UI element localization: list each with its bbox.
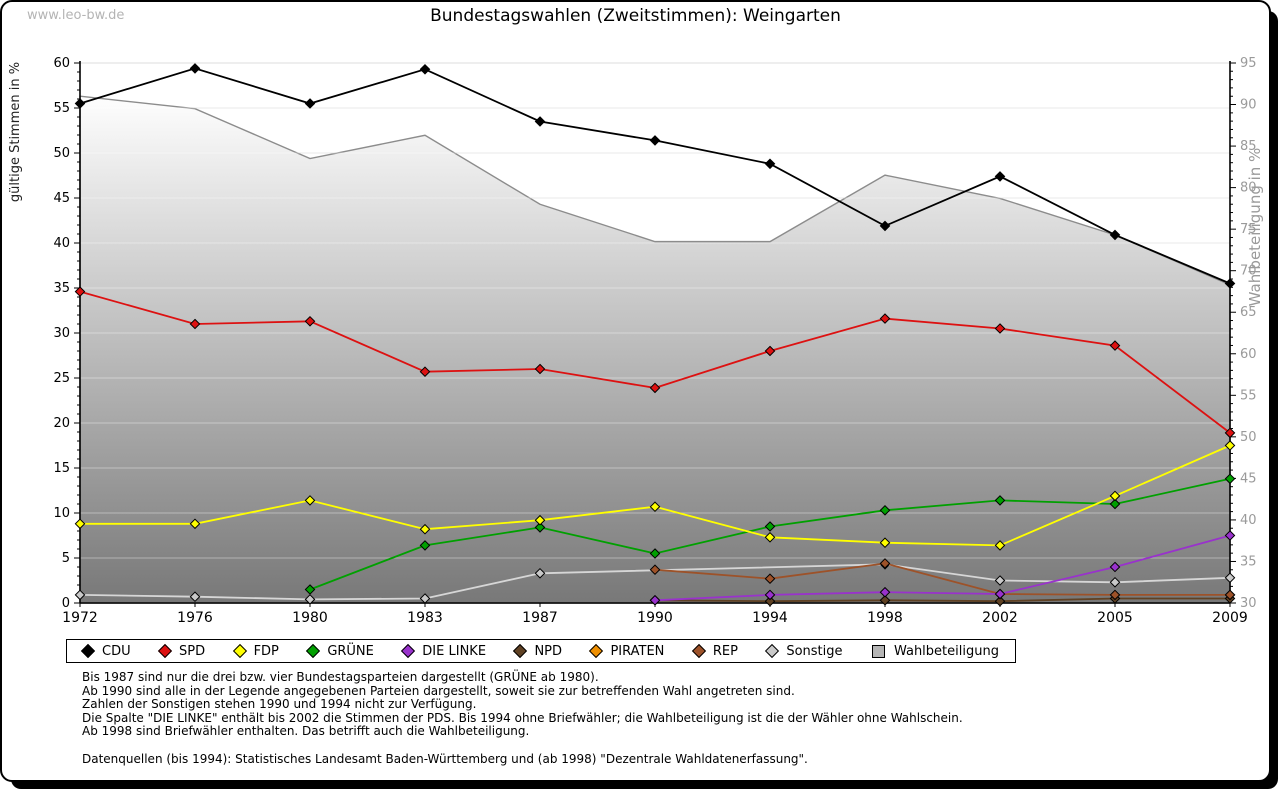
footnote-line: Bis 1987 sind nur die drei bzw. vier Bun… [82,670,599,684]
series-die-linke [649,530,1236,606]
square-marker-icon [871,644,885,658]
legend-item-cdu: CDU [80,643,131,659]
footnote-line: Die Spalte "DIE LINKE" enthält bis 2002 … [82,710,963,725]
legend-item-sonstige: Sonstige [765,643,843,659]
legend-item-grüne: GRÜNE [306,643,374,659]
series-cdu [74,63,1236,289]
series-wahlbeteiligung-area [79,95,1231,604]
diamond-marker-icon [232,643,247,659]
svg-text:55: 55 [1240,388,1257,403]
svg-text:55: 55 [53,101,70,116]
svg-text:95: 95 [1240,56,1257,71]
legend-label: Wahlbeteiligung [893,643,999,659]
page-title: Bundestagswahlen (Zweitstimmen): Weingar… [430,6,841,26]
svg-text:10: 10 [53,506,70,521]
legend-label: PIRATEN [610,643,665,659]
svg-text:45: 45 [53,191,70,206]
svg-text:2005: 2005 [1097,610,1133,626]
svg-text:5: 5 [62,551,70,566]
footnote-line: Zahlen der Sonstigen stehen 1990 und 199… [82,697,477,712]
legend-label: DIE LINKE [422,643,487,659]
legend-item-piraten: PIRATEN [589,643,665,659]
svg-text:40: 40 [1240,513,1257,528]
footnote-line: Ab 1990 sind alle in der Legende angegeb… [82,683,795,698]
watermark: www.leo-bw.de [27,8,125,23]
legend-item-fdp: FDP [232,643,279,659]
legend-label: NPD [534,643,563,659]
svg-text:1983: 1983 [407,610,443,626]
footnote-line: Datenquellen (bis 1994): Statistisches L… [82,751,808,766]
svg-text:2002: 2002 [982,610,1018,626]
footnotes: Bis 1987 sind nur die drei bzw. vier Bun… [82,670,963,766]
series-grüne [304,473,1236,595]
legend-item-spd: SPD [157,643,206,659]
svg-text:70: 70 [1240,264,1257,279]
svg-text:15: 15 [53,461,70,476]
legend-label: FDP [253,643,279,659]
svg-text:1976: 1976 [177,610,213,626]
svg-text:40: 40 [53,236,70,251]
legend-item-rep: REP [691,643,738,659]
svg-text:50: 50 [53,146,70,161]
diamond-marker-icon [401,643,416,659]
svg-text:35: 35 [1240,554,1257,569]
svg-text:30: 30 [53,326,70,341]
svg-text:35: 35 [53,281,70,296]
legend-label: SPD [179,643,206,659]
diamond-marker-icon [157,643,173,659]
svg-text:85: 85 [1240,139,1257,154]
svg-text:80: 80 [1240,181,1257,196]
svg-text:25: 25 [53,371,70,386]
legend-label: CDU [102,643,131,659]
svg-text:1987: 1987 [522,610,558,626]
svg-text:65: 65 [1240,305,1257,320]
legend-label: Sonstige [786,643,843,659]
diamond-marker-icon [513,643,528,659]
svg-text:1994: 1994 [752,610,788,626]
svg-text:20: 20 [53,416,70,431]
svg-text:75: 75 [1240,222,1257,237]
svg-text:30: 30 [1240,596,1257,611]
legend: CDU SPD FDP GRÜNE DIE LINKE NPD PIRATEN REP Sons… [66,639,1016,663]
legend-item-wahlbeteiligung: Wahlbeteiligung [871,643,999,659]
chart-canvas: 0 5 10 15 20 25 30 35 40 45 50 55 60 30 35 40 45 50 55 60 65… [8,56,1264,626]
diamond-marker-icon [306,643,321,659]
svg-text:1990: 1990 [637,610,673,626]
legend-item-npd: NPD [513,643,563,659]
diamond-marker-icon [765,643,780,659]
series-spd [74,286,1236,439]
svg-text:45: 45 [1240,471,1257,486]
svg-text:gültige Stimmen in %: gültige Stimmen in % [8,62,23,202]
svg-text:50: 50 [1240,430,1257,445]
svg-text:1980: 1980 [292,610,328,626]
svg-text:2009: 2009 [1212,610,1248,626]
legend-item-die-linke: DIE LINKE [401,643,487,659]
footnote-line: Ab 1998 sind Briefwähler enthalten. Das … [82,724,530,739]
svg-text:1972: 1972 [62,610,98,626]
legend-label: GRÜNE [327,643,374,659]
legend-label: REP [712,643,738,659]
series-fdp [74,440,1236,551]
svg-text:Wahlbeteiligung in %: Wahlbeteiligung in % [1246,148,1264,307]
svg-text:60: 60 [1240,347,1257,362]
diamond-marker-icon [589,643,604,659]
svg-text:60: 60 [53,56,70,71]
footnote-line [82,739,963,753]
diamond-marker-icon [80,643,96,659]
diamond-marker-icon [691,643,706,659]
svg-text:1998: 1998 [867,610,903,626]
svg-text:90: 90 [1240,98,1257,113]
svg-text:0: 0 [62,596,70,611]
